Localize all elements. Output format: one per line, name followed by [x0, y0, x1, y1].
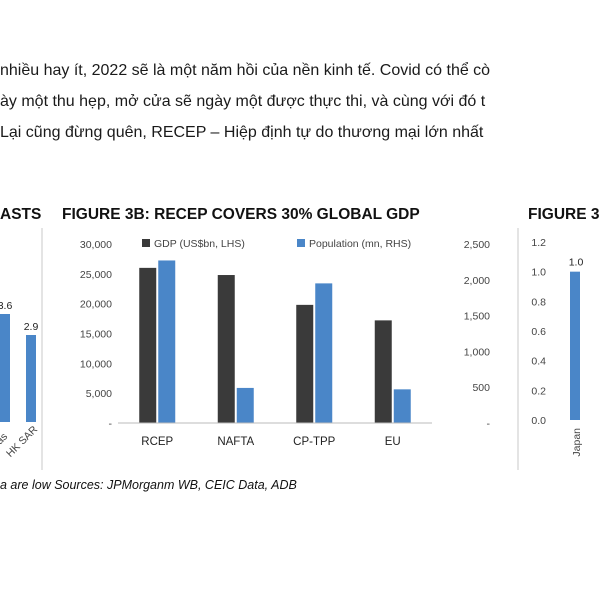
right-y-tick-label: 0.0 [531, 415, 546, 427]
legend-swatch-gdp [142, 239, 150, 247]
right-y-tick-label: 0.4 [531, 356, 546, 368]
y-left-tick-label: 30,000 [80, 239, 112, 251]
y-left-tick-label: 20,000 [80, 299, 112, 311]
y-left-tick-label: - [109, 418, 113, 430]
left-bar-data-label: 2.9 [24, 321, 39, 333]
y-right-tick-label: 2,000 [464, 275, 490, 287]
paragraph-line-1: nhiều hay ít, 2022 sẽ là một năm hồi của… [0, 62, 491, 79]
left-bar [0, 314, 10, 422]
y-right-tick-label: 1,500 [464, 311, 490, 323]
right-y-tick-label: 1.0 [531, 267, 546, 279]
right-y-tick-label: 0.6 [531, 326, 546, 338]
bar-gdp [217, 275, 235, 423]
x-category-label: EU [385, 436, 401, 448]
x-category-label: CP-TPP [293, 436, 336, 448]
legend-label-gdp: GDP (US$bn, LHS) [154, 238, 245, 250]
y-left-tick-label: 10,000 [80, 358, 112, 370]
y-right-tick-label: 2,500 [464, 239, 490, 251]
y-right-tick-label: - [487, 418, 491, 430]
y-right-tick-label: 500 [472, 382, 490, 394]
legend-label-population: Population (mn, RHS) [309, 238, 411, 250]
paragraph-line-2: ày một thu hẹp, mở cửa sẽ ngày một được … [0, 93, 486, 110]
bar-gdp [374, 320, 392, 423]
main-figure-title: FIGURE 3B: RECEP COVERS 30% GLOBAL GDP [62, 206, 420, 223]
right-category-label: Japan [571, 428, 583, 457]
right-bar-data-label: 1.0 [569, 257, 584, 269]
left-category-label: as [0, 431, 10, 447]
left-figure-title: ASTS [0, 206, 42, 223]
bar-population [236, 387, 254, 423]
bar-gdp [139, 267, 157, 423]
x-category-label: RCEP [141, 436, 173, 448]
left-category-label: HK SAR [4, 423, 40, 459]
x-category-label: NAFTA [217, 436, 254, 448]
bar-gdp [296, 304, 314, 423]
left-bar-data-label: 3.6 [0, 300, 12, 312]
y-left-tick-label: 5,000 [86, 388, 112, 400]
left-bar [26, 335, 36, 422]
paragraph-line-3: Lại cũng đừng quên, RECEP – Hiệp định tự… [0, 124, 484, 141]
legend-swatch-population [297, 239, 305, 247]
source-note: a are low Sources: JPMorganm WB, CEIC Da… [0, 478, 297, 492]
bar-population [393, 389, 411, 423]
bar-population [315, 283, 333, 423]
bar-population [158, 260, 176, 423]
right-figure-title: FIGURE 3 [528, 206, 600, 223]
y-right-tick-label: 1,000 [464, 346, 490, 358]
right-y-tick-label: 0.2 [531, 385, 546, 397]
y-left-tick-label: 25,000 [80, 269, 112, 281]
right-bar [570, 271, 580, 420]
y-left-tick-label: 15,000 [80, 329, 112, 341]
right-y-tick-label: 1.2 [531, 237, 546, 249]
right-y-tick-label: 0.8 [531, 296, 546, 308]
